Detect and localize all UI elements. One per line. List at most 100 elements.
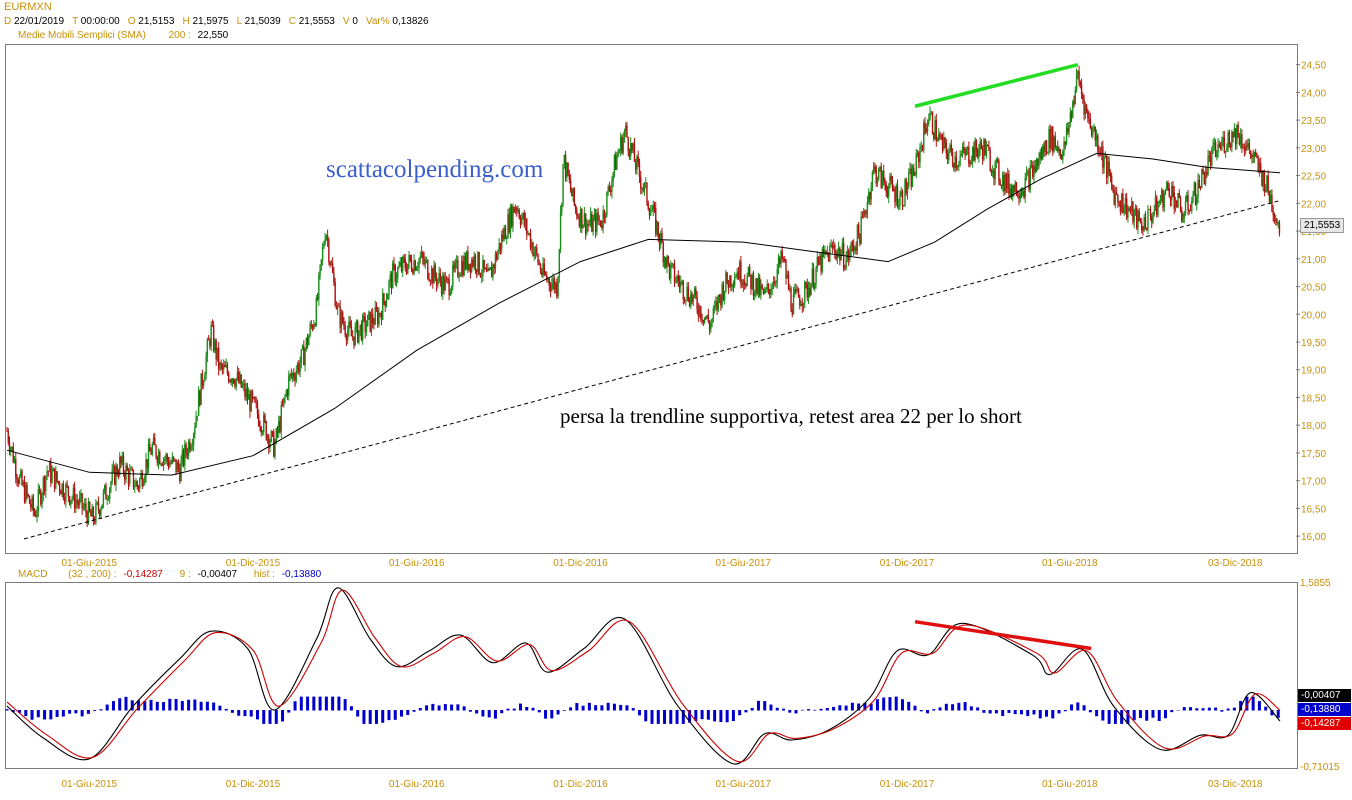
candle-body	[279, 420, 281, 432]
candle-body	[822, 249, 825, 254]
candle-body	[1010, 188, 1013, 198]
price-panel[interactable]	[5, 44, 1298, 554]
candle-body	[711, 318, 713, 324]
ohlc-value: 21,5975	[192, 16, 229, 27]
histogram-bar	[362, 710, 366, 724]
candle-body	[968, 146, 970, 164]
candle-body	[296, 363, 299, 371]
candle-body	[859, 234, 861, 244]
candle-body	[591, 213, 593, 232]
candle-body	[212, 325, 215, 351]
histogram-bar	[1001, 710, 1005, 717]
candle-body	[398, 266, 400, 268]
candle-body	[1077, 71, 1079, 75]
candle-body	[167, 460, 170, 468]
candle-body	[640, 176, 642, 189]
histogram-bar	[1095, 710, 1099, 717]
candle-body	[121, 455, 123, 464]
candle-body	[1207, 155, 1209, 175]
candle-body	[767, 284, 770, 290]
sma-value: 22,550	[197, 30, 229, 41]
macd-x-tick-label: 01-Giu-2015	[62, 779, 118, 790]
candle-body	[1187, 195, 1189, 211]
candle-body	[394, 265, 396, 283]
candle-body	[1082, 94, 1084, 100]
candle-body	[35, 514, 37, 517]
histogram-bar	[1245, 696, 1249, 711]
candle-body	[490, 267, 493, 278]
histogram-bar	[462, 706, 466, 711]
candle-body	[672, 263, 674, 265]
candle-body	[216, 347, 219, 360]
candle-body	[77, 502, 80, 505]
candle-body	[731, 285, 733, 287]
candle-body	[27, 494, 29, 497]
candle-body	[935, 120, 937, 141]
candle-body	[325, 235, 328, 239]
candle-body	[835, 252, 837, 259]
candle-body	[488, 268, 490, 270]
candle-body	[45, 476, 47, 492]
candle-body	[492, 264, 494, 278]
candle-body	[1162, 189, 1164, 208]
ohlc-key: D	[4, 16, 14, 27]
candle-body	[1192, 195, 1194, 201]
candle-body	[544, 274, 547, 276]
histogram-bar	[118, 698, 122, 711]
candle-body	[172, 456, 175, 460]
candle-body	[926, 123, 929, 133]
candle-body	[1275, 218, 1277, 222]
candle-body	[740, 261, 742, 284]
candle-body	[1228, 132, 1231, 144]
macd-panel[interactable]	[5, 582, 1298, 769]
candle-body	[602, 210, 604, 229]
candle-body	[901, 191, 904, 207]
candle-body	[165, 454, 167, 460]
candle-body	[584, 213, 587, 234]
candle-body	[1221, 140, 1223, 149]
candle-body	[1064, 141, 1066, 145]
candle-body	[130, 468, 132, 471]
candle-body	[58, 482, 61, 491]
candle-body	[447, 278, 449, 280]
candle-body	[141, 472, 143, 487]
histogram-bar	[1151, 710, 1155, 718]
candle-body	[189, 441, 191, 451]
candle-body	[643, 183, 646, 190]
candle-body	[330, 263, 333, 265]
candle-body	[497, 251, 499, 260]
candle-body	[418, 258, 420, 268]
candle-body	[998, 160, 1000, 182]
candle-body	[32, 496, 35, 511]
candle-body	[164, 459, 166, 460]
candle-body	[1276, 218, 1278, 223]
histogram-bar	[212, 702, 216, 711]
candle-body	[403, 256, 405, 260]
candle-body	[483, 259, 485, 270]
candle-body	[475, 269, 478, 273]
candle-body	[305, 337, 308, 350]
candle-body	[48, 462, 51, 472]
candle-body	[890, 176, 892, 181]
candle-body	[22, 482, 24, 485]
y-tick-label: 22,00	[1301, 199, 1326, 210]
candle-body	[624, 125, 627, 132]
candle-body	[958, 164, 960, 166]
histogram-bar	[932, 709, 936, 711]
histogram-bar	[875, 699, 879, 711]
candle-body	[239, 374, 241, 383]
candle-body	[796, 289, 798, 292]
candle-body	[439, 273, 442, 282]
histogram-bar	[857, 703, 861, 711]
candle-body	[17, 480, 19, 484]
candle-body	[384, 301, 386, 307]
candle-body	[727, 283, 730, 288]
candle-body	[1191, 200, 1193, 211]
candle-body	[961, 147, 964, 154]
histogram-bar	[218, 705, 222, 711]
candle-body	[797, 289, 800, 298]
candle-body	[115, 466, 117, 485]
histogram-bar	[1107, 710, 1111, 724]
histogram-bar	[337, 696, 341, 711]
